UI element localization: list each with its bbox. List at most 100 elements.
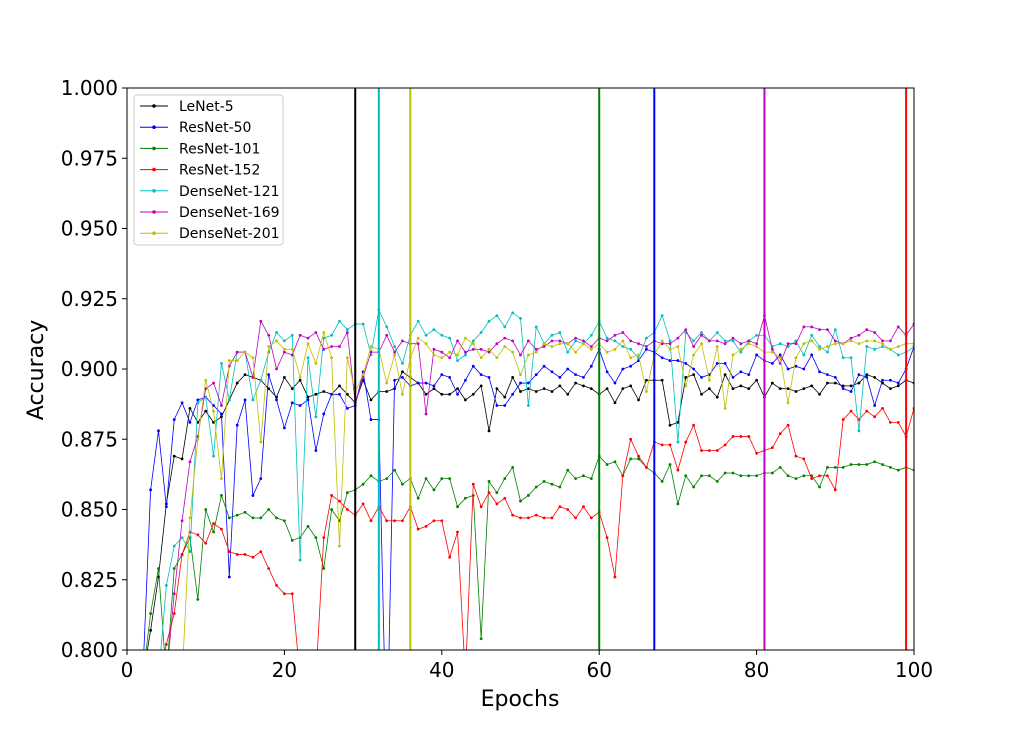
data-point — [566, 350, 570, 354]
data-point — [707, 387, 711, 391]
data-point — [275, 583, 278, 587]
data-point — [668, 443, 672, 447]
data-point — [684, 474, 688, 478]
data-point — [172, 612, 176, 615]
data-point — [589, 345, 593, 348]
data-point — [676, 345, 680, 348]
data-point — [440, 356, 444, 360]
data-point — [432, 353, 436, 357]
data-point — [275, 331, 278, 334]
data-point — [283, 592, 286, 596]
data-point — [566, 468, 570, 472]
data-point — [503, 395, 507, 399]
data-point — [440, 333, 444, 337]
data-point — [220, 412, 223, 416]
data-point — [275, 339, 278, 343]
data-point — [896, 381, 900, 385]
data-point — [574, 381, 577, 385]
data-point — [487, 491, 491, 495]
data-point — [503, 325, 507, 329]
data-point — [582, 339, 585, 343]
data-point — [637, 457, 640, 461]
data-point — [637, 398, 640, 402]
data-point — [826, 465, 829, 469]
data-point — [275, 398, 278, 402]
data-point — [385, 325, 389, 329]
data-point — [896, 345, 900, 348]
data-point — [369, 345, 373, 348]
data-point — [873, 415, 877, 419]
data-point — [826, 345, 829, 348]
data-point — [550, 370, 554, 374]
data-point — [157, 567, 160, 570]
legend-item: DenseNet-121 — [140, 184, 280, 200]
data-point — [645, 378, 648, 382]
data-point — [778, 353, 782, 357]
data-point — [503, 345, 507, 348]
data-point — [464, 336, 467, 340]
data-point — [723, 339, 727, 343]
data-point — [432, 387, 436, 391]
legend-item: ResNet-50 — [140, 120, 251, 136]
data-point — [267, 333, 271, 337]
data-point — [731, 339, 735, 343]
data-point — [605, 463, 609, 466]
data-point — [778, 432, 782, 436]
data-point — [464, 398, 467, 402]
data-point — [204, 508, 208, 511]
data-point — [251, 376, 255, 379]
data-point — [794, 390, 798, 393]
series-line — [160, 308, 914, 650]
data-point — [810, 384, 814, 388]
data-point — [503, 496, 507, 500]
data-point — [479, 373, 483, 377]
data-point — [818, 345, 821, 348]
data-point — [676, 440, 680, 444]
data-point — [786, 474, 790, 478]
data-point — [306, 395, 310, 399]
data-point — [558, 339, 562, 343]
data-point — [361, 482, 365, 486]
data-point — [345, 356, 349, 360]
data-point — [668, 423, 672, 427]
data-point — [495, 342, 499, 346]
data-point — [747, 474, 751, 478]
data-point — [345, 328, 349, 332]
data-point — [338, 392, 341, 396]
data-point — [424, 524, 428, 528]
x-tick-label: 100 — [895, 658, 933, 682]
data-point — [440, 519, 444, 523]
data-point — [338, 499, 341, 503]
data-point — [487, 350, 491, 354]
data-point — [416, 496, 420, 500]
data-point — [692, 485, 696, 489]
data-point — [605, 350, 609, 354]
data-point — [188, 550, 192, 554]
data-point — [613, 460, 617, 464]
data-point — [715, 339, 719, 343]
data-point — [841, 384, 845, 388]
data-point — [196, 401, 200, 405]
data-point — [841, 387, 845, 391]
data-point — [243, 350, 247, 354]
data-point — [621, 367, 625, 371]
data-point — [298, 333, 302, 337]
data-point — [227, 575, 231, 579]
data-point — [558, 485, 562, 489]
data-point — [534, 513, 538, 517]
data-point — [283, 376, 286, 379]
series-line — [145, 455, 914, 650]
data-point — [432, 384, 436, 388]
data-point — [888, 347, 892, 351]
data-point — [888, 378, 892, 382]
data-point — [322, 390, 326, 393]
data-point — [778, 356, 782, 360]
data-point — [172, 567, 176, 570]
data-point — [220, 494, 223, 497]
data-point — [149, 628, 153, 632]
y-tick-label: 0.825 — [61, 568, 118, 592]
data-point — [401, 370, 404, 374]
data-point — [770, 446, 774, 450]
data-point — [542, 342, 546, 346]
data-point — [841, 356, 845, 360]
